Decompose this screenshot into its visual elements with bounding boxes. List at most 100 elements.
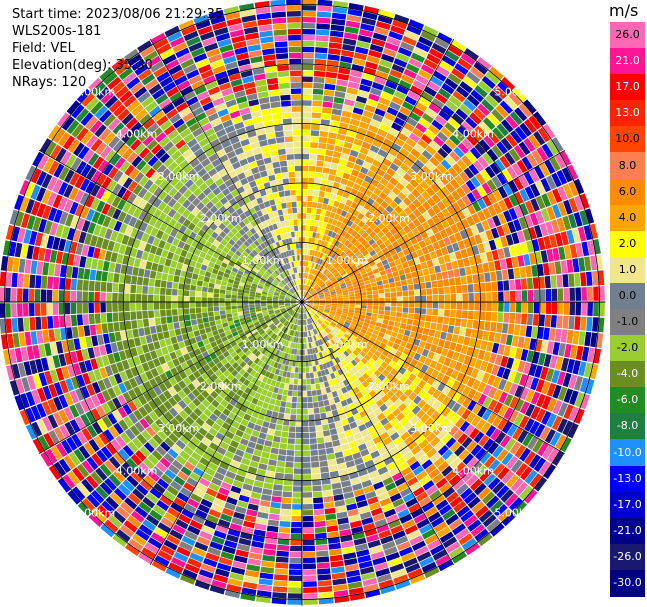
velocity-gate [501, 452, 514, 466]
velocity-gate [310, 136, 319, 143]
velocity-gate [477, 381, 487, 393]
velocity-gate [383, 334, 391, 341]
velocity-gate [95, 236, 104, 249]
velocity-gate [418, 276, 425, 283]
velocity-gate [94, 281, 101, 292]
velocity-gate [258, 374, 265, 381]
velocity-gate [372, 159, 382, 168]
velocity-gate [533, 111, 547, 127]
velocity-gate [218, 487, 230, 496]
velocity-gate [513, 371, 523, 384]
velocity-gate [530, 198, 540, 212]
velocity-gate [419, 523, 433, 535]
velocity-gate [302, 385, 307, 391]
velocity-gate [307, 303, 313, 306]
velocity-gate [560, 437, 572, 453]
velocity-gate [492, 481, 505, 495]
velocity-gate [532, 314, 540, 326]
velocity-gate [286, 306, 292, 310]
velocity-gate [505, 234, 514, 246]
velocity-gate [474, 482, 487, 496]
velocity-gate [560, 260, 568, 274]
velocity-gate [335, 324, 342, 330]
velocity-gate [370, 119, 381, 128]
velocity-gate [319, 297, 325, 300]
velocity-gate [196, 280, 203, 287]
velocity-gate [361, 231, 369, 239]
velocity-gate [461, 155, 472, 167]
velocity-gate [289, 420, 296, 427]
velocity-gate [266, 320, 273, 325]
velocity-gate [325, 305, 331, 308]
velocity-gate [260, 362, 267, 369]
velocity-gate [312, 485, 322, 492]
velocity-gate [405, 272, 412, 280]
velocity-gate [139, 479, 153, 492]
velocity-gate [46, 235, 55, 249]
velocity-gate [293, 474, 302, 480]
velocity-gate [458, 449, 470, 461]
velocity-gate [88, 280, 95, 292]
velocity-gate [343, 304, 349, 307]
velocity-gate [527, 289, 534, 302]
velocity-gate [460, 183, 471, 195]
velocity-gate [164, 469, 177, 480]
velocity-gate [132, 267, 139, 276]
velocity-gate [424, 567, 440, 579]
velocity-gate [378, 289, 385, 294]
velocity-gate [449, 252, 457, 262]
velocity-gate [399, 393, 408, 403]
velocity-gate [90, 408, 101, 421]
velocity-gate [346, 269, 353, 275]
velocity-gate [180, 249, 188, 258]
velocity-gate [304, 285, 307, 291]
velocity-gate [438, 109, 451, 122]
velocity-gate [183, 445, 194, 456]
velocity-gate [261, 560, 275, 568]
velocity-gate [523, 138, 536, 152]
velocity-gate [319, 460, 328, 467]
velocity-gate [319, 406, 326, 413]
velocity-gate [205, 377, 214, 386]
velocity-gate [302, 0, 317, 5]
velocity-gate [297, 391, 302, 397]
velocity-gate [192, 398, 201, 407]
velocity-gate [501, 169, 513, 183]
velocity-gate [489, 162, 501, 175]
velocity-gate [330, 277, 337, 283]
velocity-gate [232, 434, 242, 443]
velocity-gate [221, 336, 228, 343]
velocity-gate [320, 125, 330, 132]
velocity-gate [328, 286, 334, 290]
velocity-gate [434, 232, 443, 241]
velocity-gate [427, 376, 436, 386]
velocity-gate [167, 274, 174, 282]
velocity-gate [443, 254, 451, 263]
velocity-gate [404, 388, 413, 397]
velocity-gate [229, 523, 242, 532]
velocity-gate [368, 238, 376, 246]
velocity-gate [501, 119, 514, 133]
velocity-gate [538, 314, 545, 327]
velocity-gate [209, 413, 219, 422]
velocity-gate [262, 311, 268, 315]
velocity-gate [249, 304, 255, 308]
velocity-gate [330, 476, 341, 484]
velocity-gate [393, 58, 408, 68]
velocity-gate [517, 230, 526, 243]
velocity-gate [408, 212, 417, 222]
velocity-gate [336, 189, 344, 197]
velocity-gate [180, 466, 192, 477]
velocity-gate [189, 552, 204, 563]
velocity-gate [311, 317, 315, 322]
velocity-gate [305, 225, 310, 231]
velocity-gate [30, 260, 38, 274]
velocity-gate [309, 280, 313, 287]
velocity-gate [334, 499, 346, 507]
velocity-gate [270, 417, 278, 424]
velocity-gate [302, 337, 305, 344]
velocity-gate [302, 64, 314, 71]
velocity-gate [465, 179, 476, 192]
velocity-gate [159, 295, 166, 302]
velocity-gate [418, 439, 429, 449]
